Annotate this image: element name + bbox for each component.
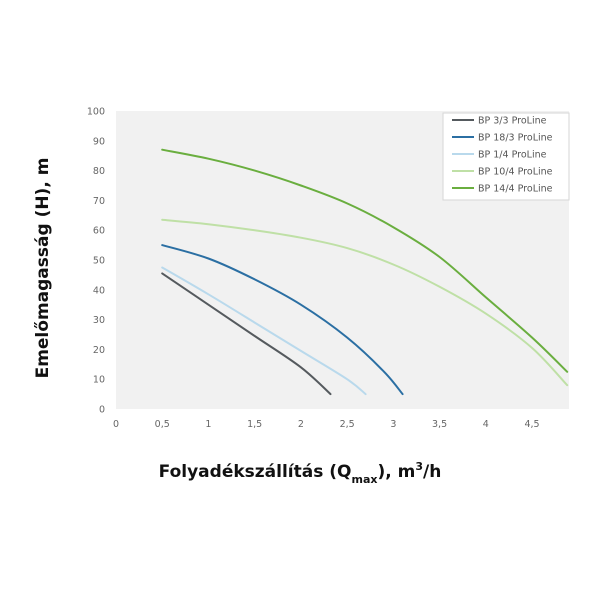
legend-box xyxy=(442,112,570,201)
series-line xyxy=(161,266,367,396)
y-tick-label: 30 xyxy=(93,315,105,326)
y-axis-label: Emelőmagasság (H), m xyxy=(33,158,53,379)
x-tick-label: 1,5 xyxy=(247,419,262,430)
x-tick-label: 2 xyxy=(298,419,304,430)
y-tick-label: 70 xyxy=(93,196,105,207)
legend-item-label: BP 10/4 ProLine xyxy=(478,167,553,178)
legend-item-label: BP 14/4 ProLine xyxy=(478,184,553,195)
x-tick-labels: 0 0,5 1 1,5 2 2,5 3 3,5 4 4,5 xyxy=(113,419,540,430)
y-tick-label: 20 xyxy=(93,345,105,356)
series-lines xyxy=(161,148,569,396)
x-tick-label: 1 xyxy=(205,419,211,430)
x-tick-label: 3 xyxy=(390,419,396,430)
y-tick-label: 90 xyxy=(93,136,105,147)
x-tick-label: 0 xyxy=(113,419,119,430)
y-tick-label: 100 xyxy=(87,107,105,118)
x-tick-label: 2,5 xyxy=(340,419,355,430)
series-line xyxy=(161,218,569,387)
y-tick-labels: 0 10 20 30 40 50 60 70 80 90 100 xyxy=(87,107,105,416)
legend-item-label: BP 3/3 ProLine xyxy=(478,116,547,127)
y-tick-label: 10 xyxy=(93,375,105,386)
x-tick-label: 4,5 xyxy=(524,419,539,430)
x-axis-label: Folyadékszállítás (Qmax), m3/h xyxy=(159,460,442,486)
legend-item-label: BP 18/3 ProLine xyxy=(478,133,553,144)
y-tick-label: 60 xyxy=(93,226,105,237)
x-axis-label-superscript: 3 xyxy=(415,460,423,473)
series-line xyxy=(161,148,569,373)
y-tick-label: 50 xyxy=(93,256,105,267)
y-tick-label: 40 xyxy=(93,285,105,296)
x-axis-label-main: Folyadékszállítás (Q xyxy=(159,462,352,482)
y-tick-label: 80 xyxy=(93,166,105,177)
x-tick-label: 3,5 xyxy=(432,419,447,430)
y-tick-label: 0 xyxy=(99,405,105,416)
x-axis-label-tail: /h xyxy=(423,462,441,482)
legend: BP 3/3 ProLine BP 18/3 ProLine BP 1/4 ProL… xyxy=(442,112,570,201)
legend-item-label: BP 1/4 ProLine xyxy=(478,150,547,161)
x-axis-label-subscript: max xyxy=(351,473,377,486)
x-axis-label-close: ), m xyxy=(377,462,415,482)
series-line xyxy=(161,272,332,396)
x-tick-label: 4 xyxy=(483,419,489,430)
x-tick-label: 0,5 xyxy=(155,419,170,430)
series-line xyxy=(161,244,404,396)
